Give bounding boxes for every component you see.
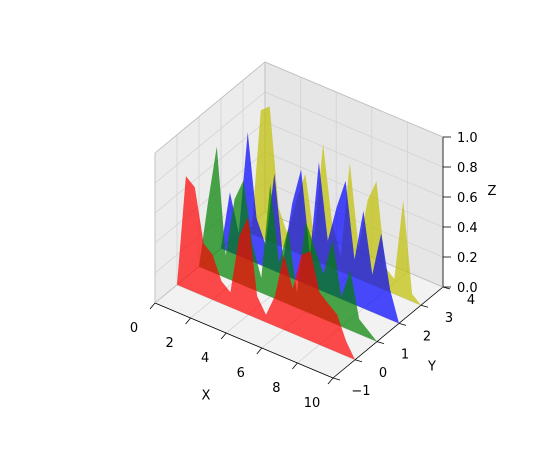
z-tick-label: 0.4 bbox=[457, 221, 478, 236]
series-polygons bbox=[177, 106, 421, 360]
series-polygon-3 bbox=[177, 176, 355, 360]
y-tick-label: 3 bbox=[445, 311, 453, 326]
y-axis-label: Y bbox=[427, 360, 436, 375]
x-tick-label: 6 bbox=[237, 366, 245, 381]
y-tick-label: 4 bbox=[467, 293, 475, 308]
y-tick-label: 1 bbox=[401, 348, 409, 363]
x-tick bbox=[149, 302, 156, 310]
z-tick-label: 0.6 bbox=[457, 191, 478, 206]
y-tick bbox=[398, 323, 407, 326]
x-tick bbox=[327, 377, 334, 385]
y-tick-label: 0 bbox=[379, 366, 387, 381]
x-tick-label: 0 bbox=[130, 321, 138, 336]
y-tick bbox=[420, 304, 429, 308]
y-tick bbox=[376, 341, 385, 344]
y-tick bbox=[332, 377, 341, 381]
x-tick-label: 2 bbox=[165, 336, 173, 351]
z-tick-label: 0.2 bbox=[457, 251, 478, 266]
z-tick-label: 0.0 bbox=[457, 281, 478, 296]
x-tick-label: 4 bbox=[201, 351, 209, 366]
series-polygon-1 bbox=[221, 132, 399, 324]
z-tick-label: 0.8 bbox=[457, 161, 478, 176]
z-axis-label: Z bbox=[488, 184, 497, 199]
x-axis-label: X bbox=[202, 389, 211, 404]
pane-edge bbox=[154, 61, 266, 154]
pane-edge bbox=[264, 61, 444, 138]
z-tick-label: 1.0 bbox=[457, 131, 478, 146]
y-axis-line bbox=[332, 286, 444, 379]
y-tick-label: 2 bbox=[423, 329, 431, 344]
x-tick-label: 10 bbox=[304, 396, 321, 411]
x-tick bbox=[256, 347, 263, 355]
x-tick-label: 8 bbox=[272, 381, 280, 396]
x-tick bbox=[220, 332, 227, 340]
x-tick bbox=[185, 317, 191, 325]
y-tick-label: −1 bbox=[351, 384, 370, 399]
tick-marks bbox=[149, 136, 451, 385]
y-tick bbox=[354, 359, 363, 363]
series-polygon-2 bbox=[199, 146, 377, 342]
x-tick bbox=[292, 362, 298, 370]
x-axis-line bbox=[154, 302, 334, 379]
